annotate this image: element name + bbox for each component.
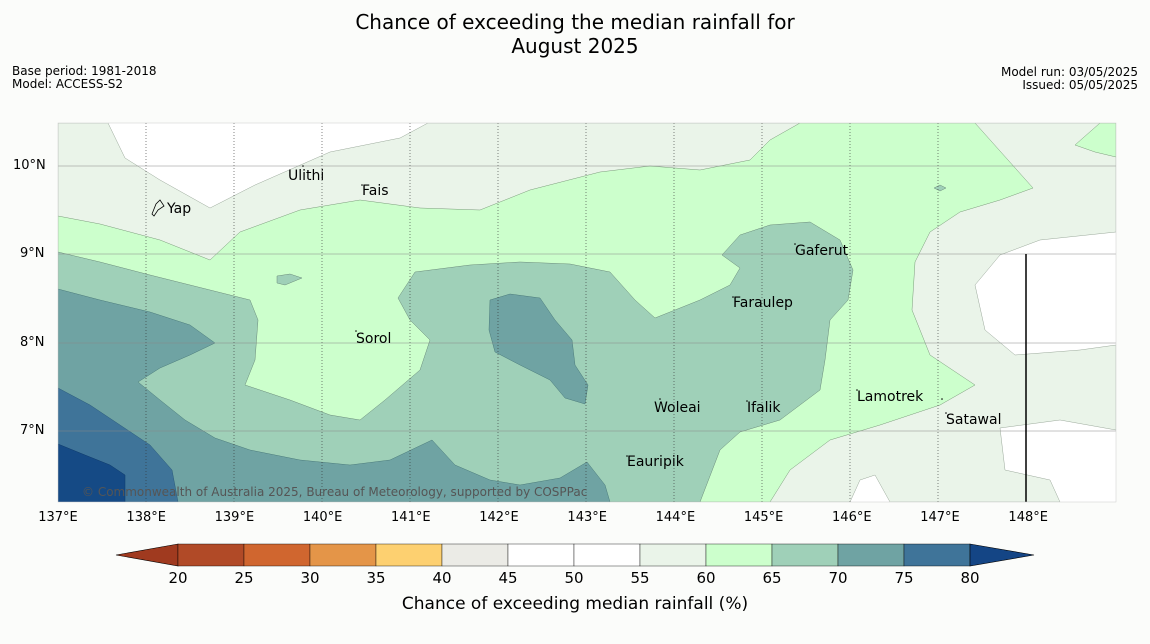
colorbar-tick-55: 55 — [630, 569, 649, 587]
lat-gridlines — [58, 165, 1116, 432]
map-title-line1: Chance of exceeding the median rainfall … — [355, 10, 795, 34]
colorbar-segment-30-35 — [309, 543, 377, 567]
place-yap: Yap — [166, 201, 191, 217]
copyright-text: © Commonwealth of Australia 2025, Bureau… — [82, 485, 587, 499]
run-info: Model run: 03/05/2025 Issued: 05/05/2025 — [1001, 66, 1138, 92]
colorbar-extend-high — [969, 543, 1035, 567]
lat-label-10n: 10°N — [13, 158, 46, 173]
lon-label-148E: 148°E — [1008, 510, 1048, 525]
colorbar: 20 25 30 35 40 45 50 55 60 65 70 75 80 — [115, 543, 1035, 587]
place-eauripik: Eauripik — [627, 454, 685, 470]
colorbar-tick-25: 25 — [234, 569, 253, 587]
colorbar-segment-35-40 — [375, 543, 443, 567]
contour-65-70-patch — [276, 273, 303, 286]
contour-above-80 — [58, 443, 126, 502]
colorbar-tick-80: 80 — [960, 569, 979, 587]
lon-label-145E: 145°E — [743, 510, 784, 525]
lon-label-141E: 141°E — [391, 510, 431, 525]
contour-70-75-patch — [488, 293, 589, 405]
colorbar-segment-50-55 — [573, 543, 641, 567]
lon-label-140E: 140°E — [302, 510, 343, 525]
colorbar-tick-75: 75 — [894, 569, 913, 587]
map-title: Chance of exceeding the median rainfall … — [0, 10, 1150, 58]
contour-65-70 — [58, 221, 854, 502]
colorbar-tick-60: 60 — [696, 569, 715, 587]
colorbar-segment-70-75 — [837, 543, 905, 567]
map-frame — [57, 122, 1117, 503]
colorbar-tick-45: 45 — [498, 569, 517, 587]
issued-date-text: Issued: 05/05/2025 — [1022, 78, 1138, 92]
place-lamotrek: Lamotrek — [857, 389, 924, 405]
colorbar-tick-35: 35 — [366, 569, 385, 587]
gridlines — [145, 123, 939, 502]
colorbar-tick-40: 40 — [432, 569, 451, 587]
lon-label-138E: 138°E — [126, 510, 166, 525]
colorbar-segment-55-60 — [639, 543, 707, 567]
colorbar-segment-20-25 — [177, 543, 245, 567]
colorbar-segment-75-80 — [903, 543, 971, 567]
place-sorol: Sorol — [356, 331, 391, 347]
place-gaferut: Gaferut — [795, 243, 849, 259]
colorbar-extend-low — [115, 543, 179, 567]
map-title-line2: August 2025 — [511, 34, 639, 58]
colorbar-segment-60-65 — [705, 543, 773, 567]
lat-label-7n: 7°N — [20, 423, 45, 438]
colorbar-title: Chance of exceeding median rainfall (%) — [401, 594, 749, 614]
colorbar-tick-50: 50 — [564, 569, 583, 587]
colorbar-segment-45-50 — [507, 543, 575, 567]
island-markers — [302, 165, 947, 457]
colorbar-segment-40-45 — [441, 543, 509, 567]
model-name-text: Model: ACCESS-S2 — [12, 77, 124, 91]
model-info: Base period: 1981-2018 Model: ACCESS-S2 — [12, 65, 157, 91]
map-plot-area: Ulithi Fais Yap Gaferut Faraulep Sorol L… — [58, 123, 1116, 502]
colorbar-tick-20: 20 — [168, 569, 187, 587]
place-woleai: Woleai — [654, 400, 701, 416]
lat-label-9n: 9°N — [20, 246, 45, 261]
lat-label-8n: 8°N — [20, 335, 45, 350]
place-satawal: Satawal — [946, 412, 1001, 428]
base-period-text: Base period: 1981-2018 — [12, 64, 157, 78]
lon-label-137E: 137°E — [38, 510, 78, 525]
colorbar-tick-65: 65 — [762, 569, 781, 587]
lon-label-139E: 139°E — [214, 510, 255, 525]
colorbar-segment-65-70 — [771, 543, 839, 567]
contour-60-65-ne — [1074, 123, 1116, 158]
colorbar-segment-25-30 — [243, 543, 311, 567]
lon-label-143E: 143°E — [567, 510, 607, 525]
place-faraulep: Faraulep — [733, 295, 793, 311]
lon-label-142E: 142°E — [479, 510, 519, 525]
colorbar-tick-70: 70 — [828, 569, 847, 587]
lon-label-144E: 144°E — [655, 510, 696, 525]
place-ifalik: Ifalik — [747, 400, 781, 416]
place-fais: Fais — [362, 183, 389, 199]
lon-label-146E: 146°E — [832, 510, 872, 525]
colorbar-tick-30: 30 — [300, 569, 319, 587]
model-run-text: Model run: 03/05/2025 — [1000, 65, 1138, 79]
place-ulithi: Ulithi — [288, 168, 324, 184]
lon-label-147E: 147°E — [920, 510, 960, 525]
yap-island — [151, 199, 165, 217]
